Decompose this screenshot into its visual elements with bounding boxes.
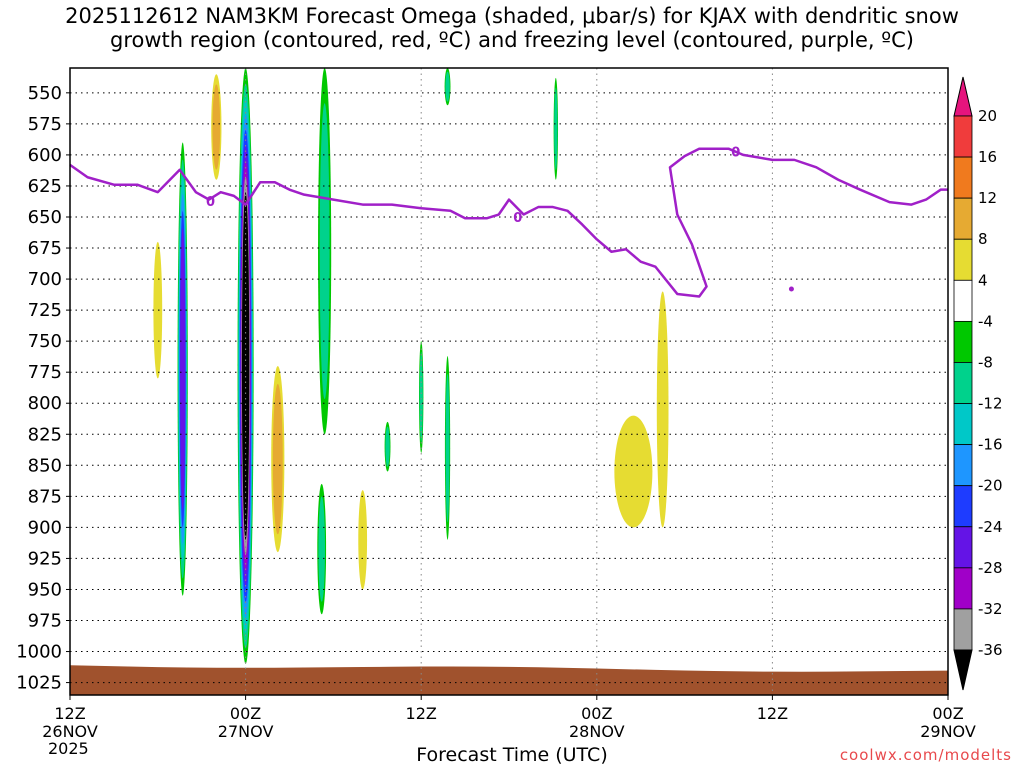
terrain-area [70,665,948,695]
freezing-level-dot [788,286,794,292]
omega-region-6-level--8 [419,351,423,443]
grid-lines [70,68,948,695]
y-tick-675: 675 [28,238,62,259]
chart-title-line2: growth region (contoured, red, ºC) and f… [110,28,914,52]
omega-region-2-level--8 [319,103,330,400]
omega-region-9-level-8 [212,84,221,170]
x-tick-time: 12Z [406,704,437,723]
chart-title: 2025112612 NAM3KM Forecast Omega (shaded… [0,4,1024,52]
colorbar-swatch [953,403,973,446]
x-tick-time: 00Z [581,704,612,723]
freezing-level-label: 0 [513,211,522,226]
colorbar-label: -36 [978,641,1003,659]
omega-region-1-level--24 [180,228,186,510]
y-tick-875: 875 [28,486,62,507]
omega-region-3-level--8 [318,496,325,602]
colorbar-label: -32 [978,600,1003,618]
y-tick-700: 700 [28,269,62,290]
colorbar-swatch [953,485,973,528]
colorbar-swatch [953,320,973,363]
colorbar-swatch [953,526,973,569]
colorbar-swatch [953,444,973,487]
colorbar-swatch [953,156,973,199]
x-tick-date: 28NOV [569,722,625,741]
y-tick-975: 975 [28,611,62,632]
y-tick-925: 925 [28,548,62,569]
omega-region-13-level-4 [614,415,653,528]
y-tick-650: 650 [28,207,62,228]
y-tick-600: 600 [28,145,62,166]
plot-frame [69,67,949,696]
freezing-level-line [69,147,948,298]
omega-region-14-level-4 [656,291,669,528]
colorbar-swatch [953,567,973,610]
y-axis-ticks: 550 575 600 625 650 675 700 725 750 775 800 825 850 8… [16,83,70,694]
x-tick-date: 29NOV [920,722,976,741]
colorbar-label: 8 [978,230,988,248]
colorbar-swatch [953,362,973,404]
colorbar-label: -8 [978,353,993,371]
omega-region-12-level-4 [358,490,368,590]
x-tick-year: 2025 [48,739,89,758]
chart-title-line1: 2025112612 NAM3KM Forecast Omega (shaded… [65,4,959,28]
colorbar-label: -20 [978,477,1003,495]
y-tick-1025: 1025 [16,673,62,694]
y-tick-825: 825 [28,424,62,445]
omega-region-8-level--8 [554,87,558,170]
colorbar-label: 12 [978,189,997,207]
freezing-level-label: 0 [731,145,740,160]
colorbar-label: -12 [978,395,1003,413]
y-tick-1000: 1000 [16,642,62,663]
colorbar-label: -24 [978,518,1003,536]
credit-link[interactable]: coolwx.com/modelts [839,746,1012,764]
colorbar-label: 16 [978,148,997,166]
omega-region-11-level-8 [272,383,283,535]
y-tick-800: 800 [28,393,62,414]
colorbar-label: 4 [978,271,988,289]
colorbar-label: -28 [978,559,1003,577]
colorbar-label: 20 [978,107,997,125]
colorbar-swatch [953,608,973,651]
colorbar: 20 16 12 8 4 -4 -8 -12 -16 -20 -24 -28 -32 -36 [953,76,1003,691]
colorbar-swatch [953,115,973,158]
colorbar-swatch [953,197,973,240]
freezing-level-label: 0 [206,195,215,210]
y-tick-900: 900 [28,517,62,538]
colorbar-swatch [953,238,973,281]
colorbar-bottom-arrow [953,649,973,691]
y-tick-950: 950 [28,579,62,600]
freezing-level-contour: 0 0 0 [69,145,948,298]
y-tick-775: 775 [28,362,62,383]
x-tick-time: 12Z [54,704,85,723]
omega-shading [153,68,669,664]
colorbar-label: -16 [978,436,1003,454]
omega-region-7-level--8 [385,426,390,467]
y-tick-850: 850 [28,455,62,476]
colorbar-top-arrow [953,76,973,117]
y-tick-625: 625 [28,176,62,197]
x-tick-time: 00Z [932,704,963,723]
colorbar-label: -4 [978,312,993,330]
y-tick-575: 575 [28,114,62,135]
x-axis-label: Forecast Time (UTC) [416,744,608,766]
colorbar-swatch [953,279,973,322]
x-tick-date: 26NOV [42,722,98,741]
x-tick-time: 12Z [757,704,788,723]
y-tick-550: 550 [28,83,62,104]
x-tick-date: 27NOV [218,722,274,741]
omega-region-5-level--8 [445,373,450,523]
omega-region-4-level--8 [445,71,450,102]
terrain-fill [70,665,948,695]
x-tick-time: 00Z [230,704,261,723]
omega-region-10-level-4 [153,241,163,379]
y-tick-750: 750 [28,331,62,352]
y-tick-725: 725 [28,300,62,321]
